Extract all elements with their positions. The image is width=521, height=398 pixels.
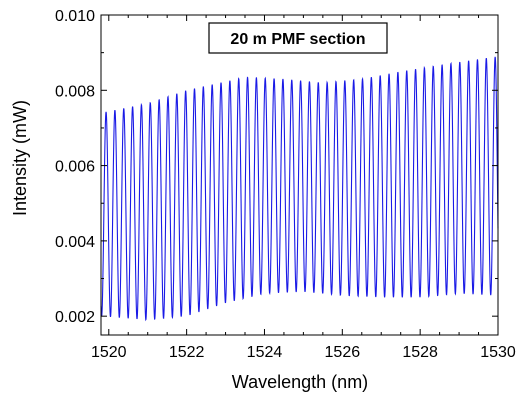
x-tick-label: 1530 [480, 344, 516, 361]
y-tick-label: 0.008 [55, 83, 95, 100]
annotation-box: 20 m PMF section [208, 22, 388, 54]
x-tick-label: 1526 [325, 344, 361, 361]
y-tick-label: 0.006 [55, 159, 95, 176]
y-tick-label: 0.002 [55, 309, 95, 326]
series-line [100, 56, 499, 322]
x-axis-title: Wavelength (nm) [232, 372, 368, 392]
x-tick-label: 1524 [247, 344, 283, 361]
x-tick-label: 1528 [402, 344, 438, 361]
plot-area [100, 56, 499, 322]
y-tick-label: 0.004 [55, 234, 95, 251]
plot-frame [100, 14, 499, 336]
annotation-text: 20 m PMF section [230, 31, 365, 48]
x-tick-label: 1522 [169, 344, 205, 361]
y-tick-label: 0.010 [55, 8, 95, 25]
axis-ticks: 1520 1522 1524 1526 1528 1530 0.002 0.004 0.006 0… [55, 8, 516, 361]
x-tick-label: 1520 [91, 344, 127, 361]
y-axis-title: Intensity (mW) [10, 100, 30, 216]
